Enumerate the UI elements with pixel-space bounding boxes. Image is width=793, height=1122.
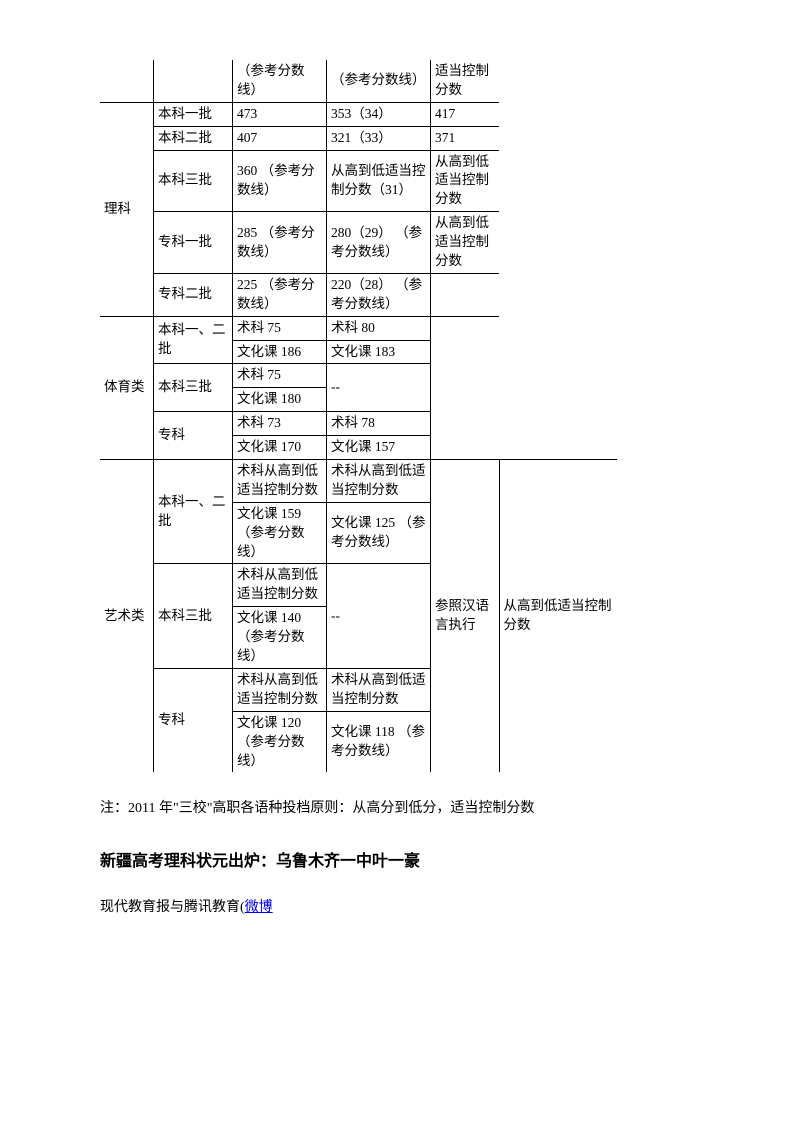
blank (499, 150, 617, 212)
cell: 225 （参考分数线） (233, 273, 327, 316)
cell: 从高到低适当控制分数 (431, 212, 500, 274)
cell: 285 （参考分数线） (233, 212, 327, 274)
cell: 220（28） （参考分数线） (327, 273, 431, 316)
side: 从高到低适当控制分数 (499, 460, 617, 773)
source-prefix: 现代教育报与腾讯教育( (100, 900, 245, 915)
blank (499, 126, 617, 150)
cell: 文化课 140 （参考分数线） (233, 607, 327, 669)
batch: 本科一批 (154, 102, 233, 126)
headline: 新疆高考理科状元出炉：乌鲁木齐一中叶一豪 (100, 847, 713, 871)
cell: 353（34） (327, 102, 431, 126)
cell: 术科 78 (327, 412, 431, 436)
hdr-c5: 适当控制分数 (431, 60, 500, 102)
cell: -- (327, 364, 431, 412)
cell: 术科从高到低适当控制分数 (327, 668, 431, 711)
cell: 文化课 183 (327, 340, 431, 364)
batch: 专科二批 (154, 273, 233, 316)
side: 参照汉语言执行 (431, 460, 500, 773)
cell: 术科 73 (233, 412, 327, 436)
cell: 473 (233, 102, 327, 126)
cat-art: 艺术类 (100, 460, 154, 773)
cell: 文化课 118 （参考分数线） (327, 711, 431, 772)
cell: 术科从高到低适当控制分数 (327, 460, 431, 503)
batch: 本科二批 (154, 126, 233, 150)
blank (431, 273, 500, 316)
cell: -- (327, 564, 431, 668)
cell: 术科 75 (233, 364, 327, 388)
cell: 280（29） （参考分数线） (327, 212, 431, 274)
blank (431, 316, 500, 459)
batch: 专科 (154, 412, 233, 460)
cell: 术科 75 (233, 316, 327, 340)
cell: 术科从高到低适当控制分数 (233, 668, 327, 711)
blank (499, 212, 617, 274)
cell: 417 (431, 102, 500, 126)
cell: 术科从高到低适当控制分数 (233, 460, 327, 503)
blank (499, 60, 617, 102)
blank (154, 60, 233, 102)
cell: 文化课 157 (327, 436, 431, 460)
cell: 术科从高到低适当控制分数 (233, 564, 327, 607)
cell: 从高到低适当控制分数 (431, 150, 500, 212)
hdr-c3: （参考分数线） (233, 60, 327, 102)
batch: 本科三批 (154, 564, 233, 668)
cell: 从高到低适当控制分数（31） (327, 150, 431, 212)
weibo-link[interactable]: 微博 (245, 900, 273, 915)
cat-science: 理科 (100, 102, 154, 316)
cell: 文化课 159 （参考分数线） (233, 502, 327, 564)
source-line: 现代教育报与腾讯教育(微博 (100, 896, 713, 916)
hdr-c4: （参考分数线） (327, 60, 431, 102)
cell: 321（33） (327, 126, 431, 150)
blank (499, 316, 617, 459)
cell: 文化课 170 (233, 436, 327, 460)
batch: 本科一、二批 (154, 316, 233, 364)
batch: 本科一、二批 (154, 460, 233, 564)
cell: 文化课 186 (233, 340, 327, 364)
cell: 371 (431, 126, 500, 150)
score-table: （参考分数线） （参考分数线） 适当控制分数 理科 本科一批 473 353（3… (100, 60, 617, 772)
batch: 本科三批 (154, 364, 233, 412)
footnote: 注：2011 年"三校"高职各语种投档原则：从高分到低分，适当控制分数 (100, 797, 713, 817)
blank (499, 102, 617, 126)
batch: 专科 (154, 668, 233, 772)
cell: 407 (233, 126, 327, 150)
blank (499, 273, 617, 316)
cat-sports: 体育类 (100, 316, 154, 459)
cell: 文化课 120 （参考分数线） (233, 711, 327, 772)
blank (100, 60, 154, 102)
batch: 本科三批 (154, 150, 233, 212)
cell: 文化课 125 （参考分数线） (327, 502, 431, 564)
cell: 360 （参考分数线） (233, 150, 327, 212)
batch: 专科一批 (154, 212, 233, 274)
cell: 文化课 180 (233, 388, 327, 412)
cell: 术科 80 (327, 316, 431, 340)
